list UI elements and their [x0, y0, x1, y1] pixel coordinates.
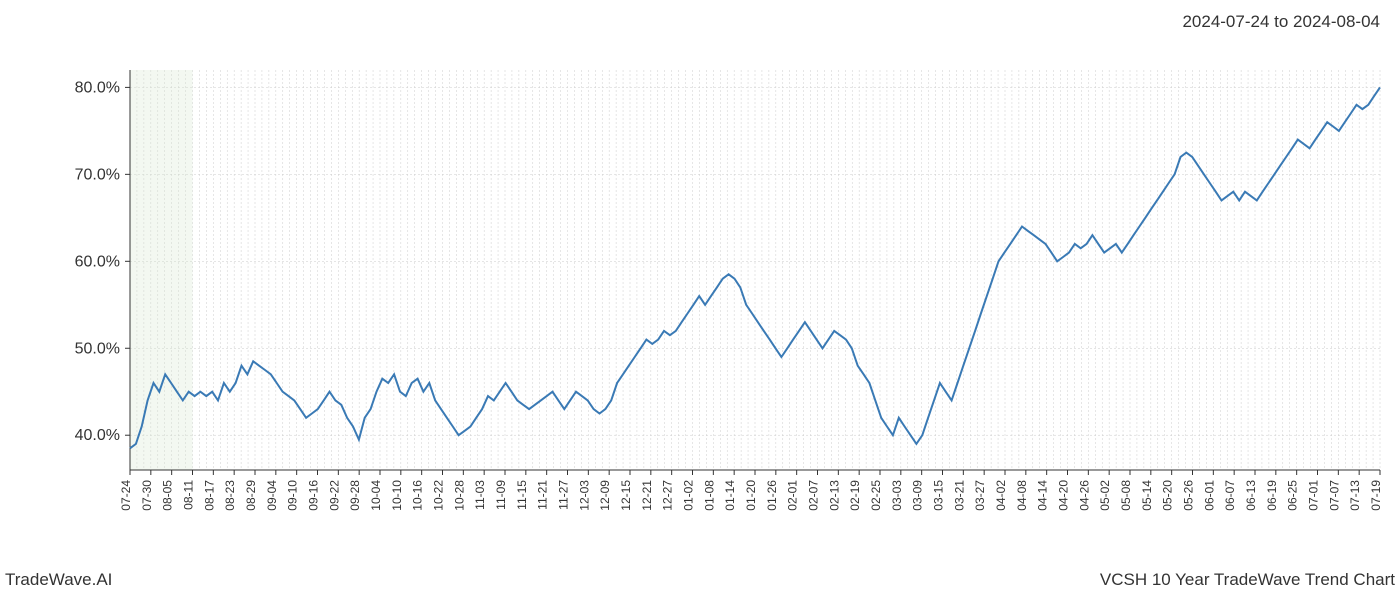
svg-text:11-09: 11-09	[494, 480, 508, 510]
svg-text:50.0%: 50.0%	[75, 340, 120, 357]
svg-text:08-17: 08-17	[202, 480, 216, 511]
svg-text:10-22: 10-22	[432, 480, 446, 511]
svg-text:08-23: 08-23	[223, 480, 237, 511]
svg-text:02-25: 02-25	[869, 480, 883, 511]
svg-text:12-03: 12-03	[577, 480, 591, 511]
footer-title: VCSH 10 Year TradeWave Trend Chart	[1100, 570, 1395, 590]
svg-text:60.0%: 60.0%	[75, 253, 120, 270]
svg-text:08-11: 08-11	[182, 480, 196, 510]
svg-text:01-02: 01-02	[682, 480, 696, 511]
svg-text:40.0%: 40.0%	[75, 427, 120, 444]
svg-text:09-28: 09-28	[348, 480, 362, 511]
svg-text:12-21: 12-21	[640, 480, 654, 511]
svg-text:08-29: 08-29	[244, 480, 258, 511]
svg-text:04-20: 04-20	[1057, 480, 1071, 511]
svg-text:04-14: 04-14	[1036, 480, 1050, 511]
svg-text:05-02: 05-02	[1098, 480, 1112, 511]
svg-text:12-15: 12-15	[619, 480, 633, 511]
svg-text:07-07: 07-07	[1327, 480, 1341, 511]
svg-text:05-20: 05-20	[1161, 480, 1175, 511]
svg-text:06-25: 06-25	[1286, 480, 1300, 511]
svg-text:12-09: 12-09	[598, 480, 612, 511]
svg-text:11-03: 11-03	[473, 480, 487, 510]
svg-text:06-19: 06-19	[1265, 480, 1279, 511]
svg-text:06-13: 06-13	[1244, 480, 1258, 511]
svg-text:07-01: 07-01	[1307, 480, 1321, 511]
svg-text:07-24: 07-24	[119, 480, 133, 511]
svg-text:11-21: 11-21	[536, 480, 550, 510]
date-range: 2024-07-24 to 2024-08-04	[1182, 12, 1380, 32]
svg-text:07-19: 07-19	[1369, 480, 1383, 511]
svg-text:09-22: 09-22	[327, 480, 341, 511]
svg-text:03-09: 03-09	[911, 480, 925, 511]
svg-text:08-05: 08-05	[161, 480, 175, 511]
trend-chart: 40.0% 50.0% 60.0% 70.0% 80.0% 07-24 07-30 08-05…	[0, 50, 1400, 530]
svg-text:11-27: 11-27	[557, 480, 571, 510]
footer-brand: TradeWave.AI	[5, 570, 112, 590]
svg-text:05-26: 05-26	[1182, 480, 1196, 511]
svg-text:02-01: 02-01	[786, 480, 800, 511]
svg-text:06-07: 06-07	[1223, 480, 1237, 511]
svg-text:01-08: 01-08	[702, 480, 716, 511]
svg-text:03-15: 03-15	[932, 480, 946, 511]
svg-text:70.0%: 70.0%	[75, 166, 120, 183]
svg-text:07-30: 07-30	[140, 480, 154, 511]
svg-text:12-27: 12-27	[661, 480, 675, 511]
svg-text:10-28: 10-28	[452, 480, 466, 511]
svg-text:05-08: 05-08	[1119, 480, 1133, 511]
svg-text:07-13: 07-13	[1348, 480, 1362, 511]
svg-text:02-07: 02-07	[807, 480, 821, 511]
svg-text:06-01: 06-01	[1202, 480, 1216, 511]
svg-text:10-04: 10-04	[369, 480, 383, 511]
svg-text:03-03: 03-03	[890, 480, 904, 511]
svg-text:05-14: 05-14	[1140, 480, 1154, 511]
svg-text:04-02: 04-02	[994, 480, 1008, 511]
svg-text:02-19: 02-19	[848, 480, 862, 511]
svg-text:02-13: 02-13	[827, 480, 841, 511]
svg-text:01-26: 01-26	[765, 480, 779, 511]
svg-text:01-20: 01-20	[744, 480, 758, 511]
svg-text:10-10: 10-10	[390, 480, 404, 511]
svg-text:04-08: 04-08	[1015, 480, 1029, 511]
svg-text:01-14: 01-14	[723, 480, 737, 511]
svg-text:09-04: 09-04	[265, 480, 279, 511]
svg-text:11-15: 11-15	[515, 480, 529, 510]
svg-text:04-26: 04-26	[1077, 480, 1091, 511]
svg-text:09-10: 09-10	[286, 480, 300, 511]
svg-text:03-21: 03-21	[952, 480, 966, 511]
svg-text:09-16: 09-16	[307, 480, 321, 511]
svg-text:80.0%: 80.0%	[75, 79, 120, 96]
svg-text:10-16: 10-16	[411, 480, 425, 511]
svg-text:03-27: 03-27	[973, 480, 987, 511]
